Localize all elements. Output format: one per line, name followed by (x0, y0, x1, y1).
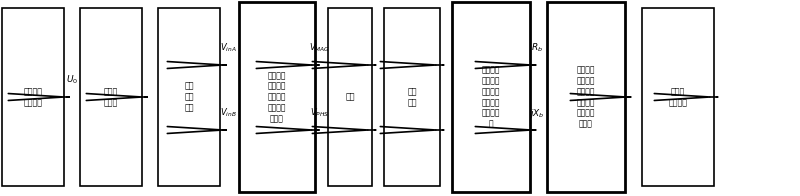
Bar (239, 2, 315, 192)
Text: 响应信号
和相位差
信号的幅
值差信号
的提取: 响应信号 和相位差 信号的幅 值差信号 的提取 (268, 71, 286, 123)
Text: 阻抗向量
的实部和
虚部计算
得到涡流
探头线圈
的: 阻抗向量 的实部和 虚部计算 得到涡流 探头线圈 的 (482, 66, 500, 128)
Bar (80, 8, 142, 186)
Text: $V_{inA}$: $V_{inA}$ (220, 42, 236, 54)
Text: $U_0$: $U_0$ (66, 74, 78, 86)
Text: 产生正弦
激励信号: 产生正弦 激励信号 (23, 87, 42, 107)
Text: $jX_b$: $jX_b$ (530, 106, 545, 120)
Text: $V_{MAG}$: $V_{MAG}$ (310, 42, 330, 54)
Bar (2, 8, 64, 186)
Text: 位移非
线性校正: 位移非 线性校正 (669, 87, 687, 107)
Text: $R_b$: $R_b$ (531, 42, 543, 54)
Bar (384, 8, 440, 186)
Bar (642, 8, 714, 186)
Bar (547, 2, 625, 192)
Text: 根据涡流
探头线圈
阻抗向量
计算得到
被测对象
的位移: 根据涡流 探头线圈 阻抗向量 计算得到 被测对象 的位移 (577, 66, 595, 128)
Bar (158, 8, 220, 186)
Text: 模数
转换: 模数 转换 (407, 87, 417, 107)
Text: 产生响
应信号: 产生响 应信号 (104, 87, 118, 107)
Text: 响应
信号
分离: 响应 信号 分离 (184, 82, 194, 112)
Text: $V_{PHS}$: $V_{PHS}$ (310, 107, 330, 119)
Text: 滤波: 滤波 (346, 93, 354, 102)
Text: $V_{inB}$: $V_{inB}$ (220, 107, 236, 119)
Bar (328, 8, 372, 186)
Bar (452, 2, 530, 192)
